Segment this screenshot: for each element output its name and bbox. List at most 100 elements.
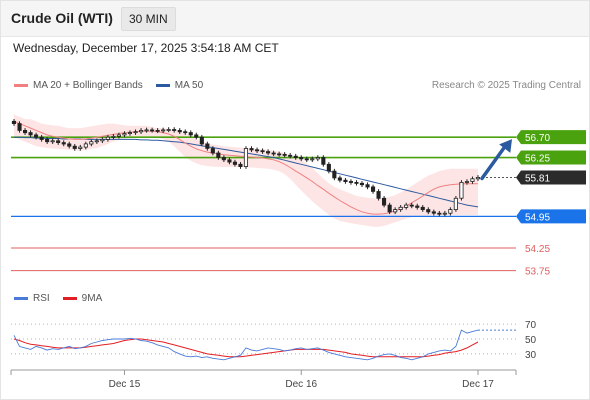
- candle-body-down: [56, 140, 61, 144]
- candle-body-up: [144, 129, 149, 132]
- candle-body-up: [475, 176, 480, 180]
- candle-body-down: [321, 157, 326, 165]
- candle-body-down: [61, 142, 66, 145]
- candle-body-down: [337, 177, 342, 181]
- bollinger-bands: [14, 114, 478, 227]
- candle: [249, 146, 254, 153]
- candle: [83, 141, 88, 150]
- candle: [116, 132, 122, 139]
- candle-body-down: [216, 152, 221, 158]
- candle-body-up: [166, 129, 171, 131]
- candle-body-down: [238, 163, 243, 168]
- candle: [271, 150, 276, 157]
- candle-body-down: [409, 204, 414, 207]
- x-axis: Dec 15 Dec 16 Dec 17: [10, 369, 517, 390]
- candle-body-down: [271, 152, 276, 155]
- candle-body-up: [404, 204, 409, 208]
- candle: [387, 202, 392, 215]
- candle-body-down: [221, 157, 226, 161]
- candle-body-down: [265, 151, 271, 154]
- candle: [11, 119, 17, 126]
- candle-body-up: [133, 131, 138, 134]
- candle: [138, 128, 144, 134]
- candle: [205, 141, 210, 151]
- candle-body-up: [470, 178, 475, 182]
- price-levels: [11, 136, 516, 272]
- candle-body-down: [288, 154, 293, 157]
- candle: [260, 148, 265, 154]
- candle-body-down: [343, 179, 348, 182]
- candle-body-up: [127, 132, 133, 135]
- candle: [475, 175, 480, 182]
- candle-body-down: [72, 145, 77, 149]
- candle-body-down: [194, 134, 199, 138]
- legend-9ma-label: 9MA: [81, 293, 103, 304]
- candle: [304, 156, 309, 163]
- candle-body-up: [100, 138, 105, 142]
- candle-body-up: [94, 140, 99, 143]
- candle: [448, 207, 453, 216]
- candle: [376, 189, 381, 201]
- candle-body-up: [161, 129, 166, 132]
- candle: [221, 155, 226, 163]
- candle: [122, 131, 127, 138]
- legend-rsi-label: RSI: [33, 293, 50, 304]
- candle: [310, 156, 315, 163]
- candle: [359, 181, 364, 187]
- candle-body-up: [78, 146, 83, 149]
- timeframe-button[interactable]: 30 MIN: [121, 7, 176, 31]
- candle: [94, 138, 99, 144]
- candle: [453, 196, 458, 212]
- candle: [149, 127, 155, 133]
- candle-body-down: [282, 153, 287, 156]
- candle-body-down: [45, 138, 50, 143]
- candle-body-up: [138, 129, 144, 133]
- instrument-title: Crude Oil (WTI): [11, 10, 113, 26]
- candle: [254, 147, 260, 153]
- resistance-tag-label: 56.25: [525, 154, 550, 165]
- candle: [404, 202, 409, 210]
- candle-body-down: [332, 170, 337, 179]
- candle: [420, 205, 425, 212]
- candle: [45, 137, 50, 144]
- candle: [265, 149, 271, 156]
- candle-body-down: [67, 143, 72, 147]
- candle-body-down: [387, 204, 392, 213]
- forecast-arrow: [480, 139, 512, 181]
- candle-body-down: [260, 150, 265, 153]
- candle-body-down: [348, 181, 353, 183]
- candle-body-down: [199, 136, 204, 145]
- candle-body-down: [177, 129, 182, 133]
- candle-body-up: [442, 212, 447, 215]
- candle: [199, 134, 204, 147]
- 9ma-swatch: [62, 297, 77, 300]
- candle-body-down: [17, 123, 22, 131]
- legend-item-rsi: RSI: [14, 293, 50, 304]
- candle: [409, 202, 414, 209]
- candle: [315, 155, 320, 162]
- candle-body-up: [89, 141, 94, 145]
- candle: [127, 130, 133, 136]
- candle: [177, 128, 182, 134]
- rsi-tick-label: 50: [525, 335, 537, 346]
- candle-body-up: [464, 181, 469, 183]
- candle-body-down: [39, 136, 44, 140]
- candle-body-down: [437, 212, 442, 215]
- candle-body-up: [105, 136, 110, 140]
- candle: [437, 210, 442, 217]
- candle-body-down: [227, 159, 232, 163]
- candle: [28, 130, 33, 138]
- candle: [105, 134, 110, 142]
- candle-body-up: [116, 134, 122, 137]
- candle: [277, 151, 282, 157]
- candle-body-down: [293, 155, 298, 158]
- pivot-tag-label: 54.95: [525, 212, 550, 223]
- candle: [415, 203, 420, 210]
- candle: [348, 179, 353, 185]
- candle-body-up: [50, 140, 55, 143]
- candle: [111, 133, 116, 140]
- support-label: 53.75: [525, 267, 550, 278]
- candle-body-down: [254, 149, 260, 152]
- candle: [343, 177, 348, 184]
